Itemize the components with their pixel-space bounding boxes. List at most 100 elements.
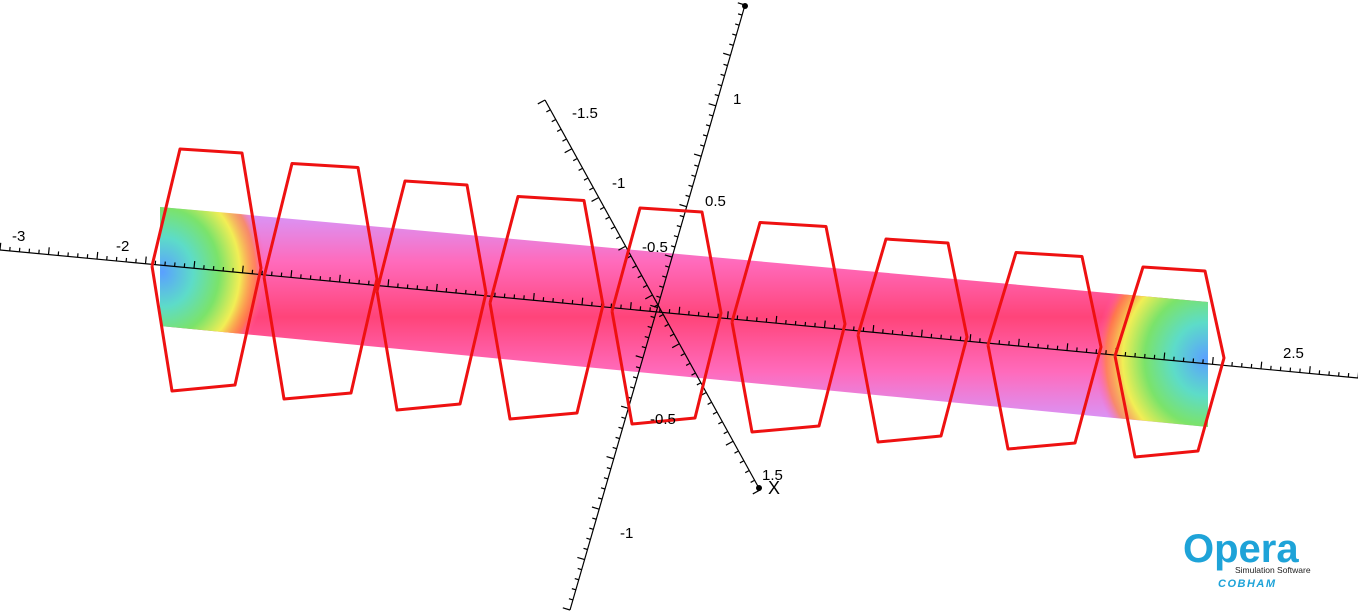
vert-axis-tick — [732, 33, 737, 36]
vert-axis-tick — [699, 144, 705, 147]
main-axis-tick — [290, 270, 293, 278]
axis-name-x: X — [768, 478, 780, 498]
field-map-band — [160, 207, 1208, 427]
vert-axis-tick — [729, 43, 734, 46]
vert-axis-tick — [679, 214, 684, 218]
main-axis-tick — [96, 251, 99, 260]
main-axis-tick — [629, 302, 632, 310]
vert-axis-label-2: -0.5 — [650, 411, 676, 428]
vert-axis-tick — [647, 325, 652, 329]
vert-axis-tick — [737, 13, 743, 16]
coil-loop — [610, 206, 723, 426]
diag-axis-tick — [723, 430, 729, 435]
diag-axis-tick — [669, 333, 675, 337]
diag-axis-tick — [707, 401, 712, 405]
vert-axis-tick — [589, 527, 594, 530]
diag-axis-tick — [551, 118, 557, 123]
main-axis-tick — [872, 325, 875, 333]
coil-loop — [730, 221, 847, 434]
main-axis-tick — [47, 247, 50, 255]
vert-axis-tick — [676, 225, 682, 228]
coil-loop — [986, 251, 1103, 451]
vert-axis-tick — [629, 386, 635, 389]
main-axis-tick — [581, 297, 584, 305]
diag-axis-tick — [591, 196, 600, 202]
vert-axis-tick — [577, 567, 582, 571]
main-axis-tick — [144, 256, 147, 264]
vert-axis-tick — [635, 366, 641, 369]
diag-axis-tick — [750, 479, 755, 483]
main-axis-tick — [726, 311, 729, 319]
vert-axis-tick — [592, 517, 597, 520]
vert-axis-tick — [694, 164, 699, 167]
vert-axis-tick — [659, 285, 664, 288]
vert-axis-tick — [641, 346, 647, 349]
main-axis-tick — [1308, 366, 1311, 374]
vert-axis-tick — [621, 416, 626, 419]
diag-axis-tick — [645, 294, 653, 300]
vert-axis-tick — [688, 184, 693, 188]
vert-axis-tick — [670, 245, 676, 248]
vert-axis-tick — [685, 194, 690, 198]
vert-axis-label-3: -1 — [620, 525, 633, 542]
vert-axis-tick — [615, 436, 620, 440]
diag-axis-tick — [671, 343, 680, 349]
vert-axis-tick — [591, 506, 600, 510]
vert-axis-tick — [720, 73, 725, 77]
diag-axis-tick — [589, 187, 594, 191]
main-axis-tick — [823, 320, 826, 328]
diag-axis-tick — [546, 109, 551, 113]
vert-axis-tick — [705, 124, 711, 127]
field-map-right-end — [1085, 291, 1208, 427]
main-axis-label-0: -3 — [12, 228, 25, 245]
main-axis-tick — [1017, 338, 1020, 347]
main-axis-tick — [241, 265, 244, 273]
main-axis-tick — [532, 293, 535, 301]
vert-axis-label-0: 1 — [733, 91, 741, 108]
diag-axis-tick — [572, 157, 578, 162]
main-axis-tick — [435, 283, 438, 292]
coil-loop — [262, 162, 379, 401]
vert-axis-tick — [714, 93, 719, 97]
vert-axis-tick — [702, 134, 708, 137]
vert-axis-tick — [691, 174, 696, 177]
diag-axis-tick — [664, 323, 669, 327]
vert-axis-tick — [650, 304, 658, 309]
main-axis-tick — [0, 242, 2, 251]
vert-axis-tick — [662, 275, 667, 278]
main-axis-tick — [387, 279, 390, 287]
main-axis-tick — [920, 329, 923, 337]
diag-axis-tick — [605, 216, 610, 220]
vert-axis-tick — [586, 537, 591, 540]
diag-axis-label-3: 1.5 — [762, 467, 783, 484]
main-axis-ticks — [0, 242, 1358, 378]
diag-axis-tick — [658, 313, 664, 318]
diag-axis-tick — [739, 460, 745, 464]
vert-axis-tick — [606, 467, 612, 470]
diag-axis-tick — [562, 138, 567, 142]
coil-loop — [1113, 265, 1226, 459]
logo-brand: COBHAM — [1218, 578, 1277, 590]
diag-axis-tick — [599, 206, 605, 210]
diag-axis-tick — [583, 177, 589, 181]
diagonal-axis-ticks — [537, 99, 761, 495]
diag-axis-label-0: -1.5 — [572, 105, 598, 122]
diag-axis-tick — [734, 450, 739, 454]
vert-axis-tick — [708, 114, 714, 117]
diag-axis-tick — [712, 411, 718, 415]
vert-axis-tick — [723, 63, 728, 67]
vert-axis-tick — [723, 52, 731, 56]
vertical-axis-arrow — [742, 3, 748, 9]
vert-axis-tick — [574, 577, 579, 581]
diag-axis-tick — [578, 167, 583, 171]
vert-axis-tick — [618, 426, 623, 430]
vert-axis-tick — [635, 355, 644, 359]
vert-axis-tick — [583, 547, 588, 551]
diag-axis-tick — [725, 440, 734, 446]
vert-axis-tick — [664, 265, 670, 268]
diag-axis-tick — [685, 362, 691, 366]
vert-axis-tick — [708, 103, 717, 107]
vert-axis-label-1: 0.5 — [705, 193, 726, 210]
